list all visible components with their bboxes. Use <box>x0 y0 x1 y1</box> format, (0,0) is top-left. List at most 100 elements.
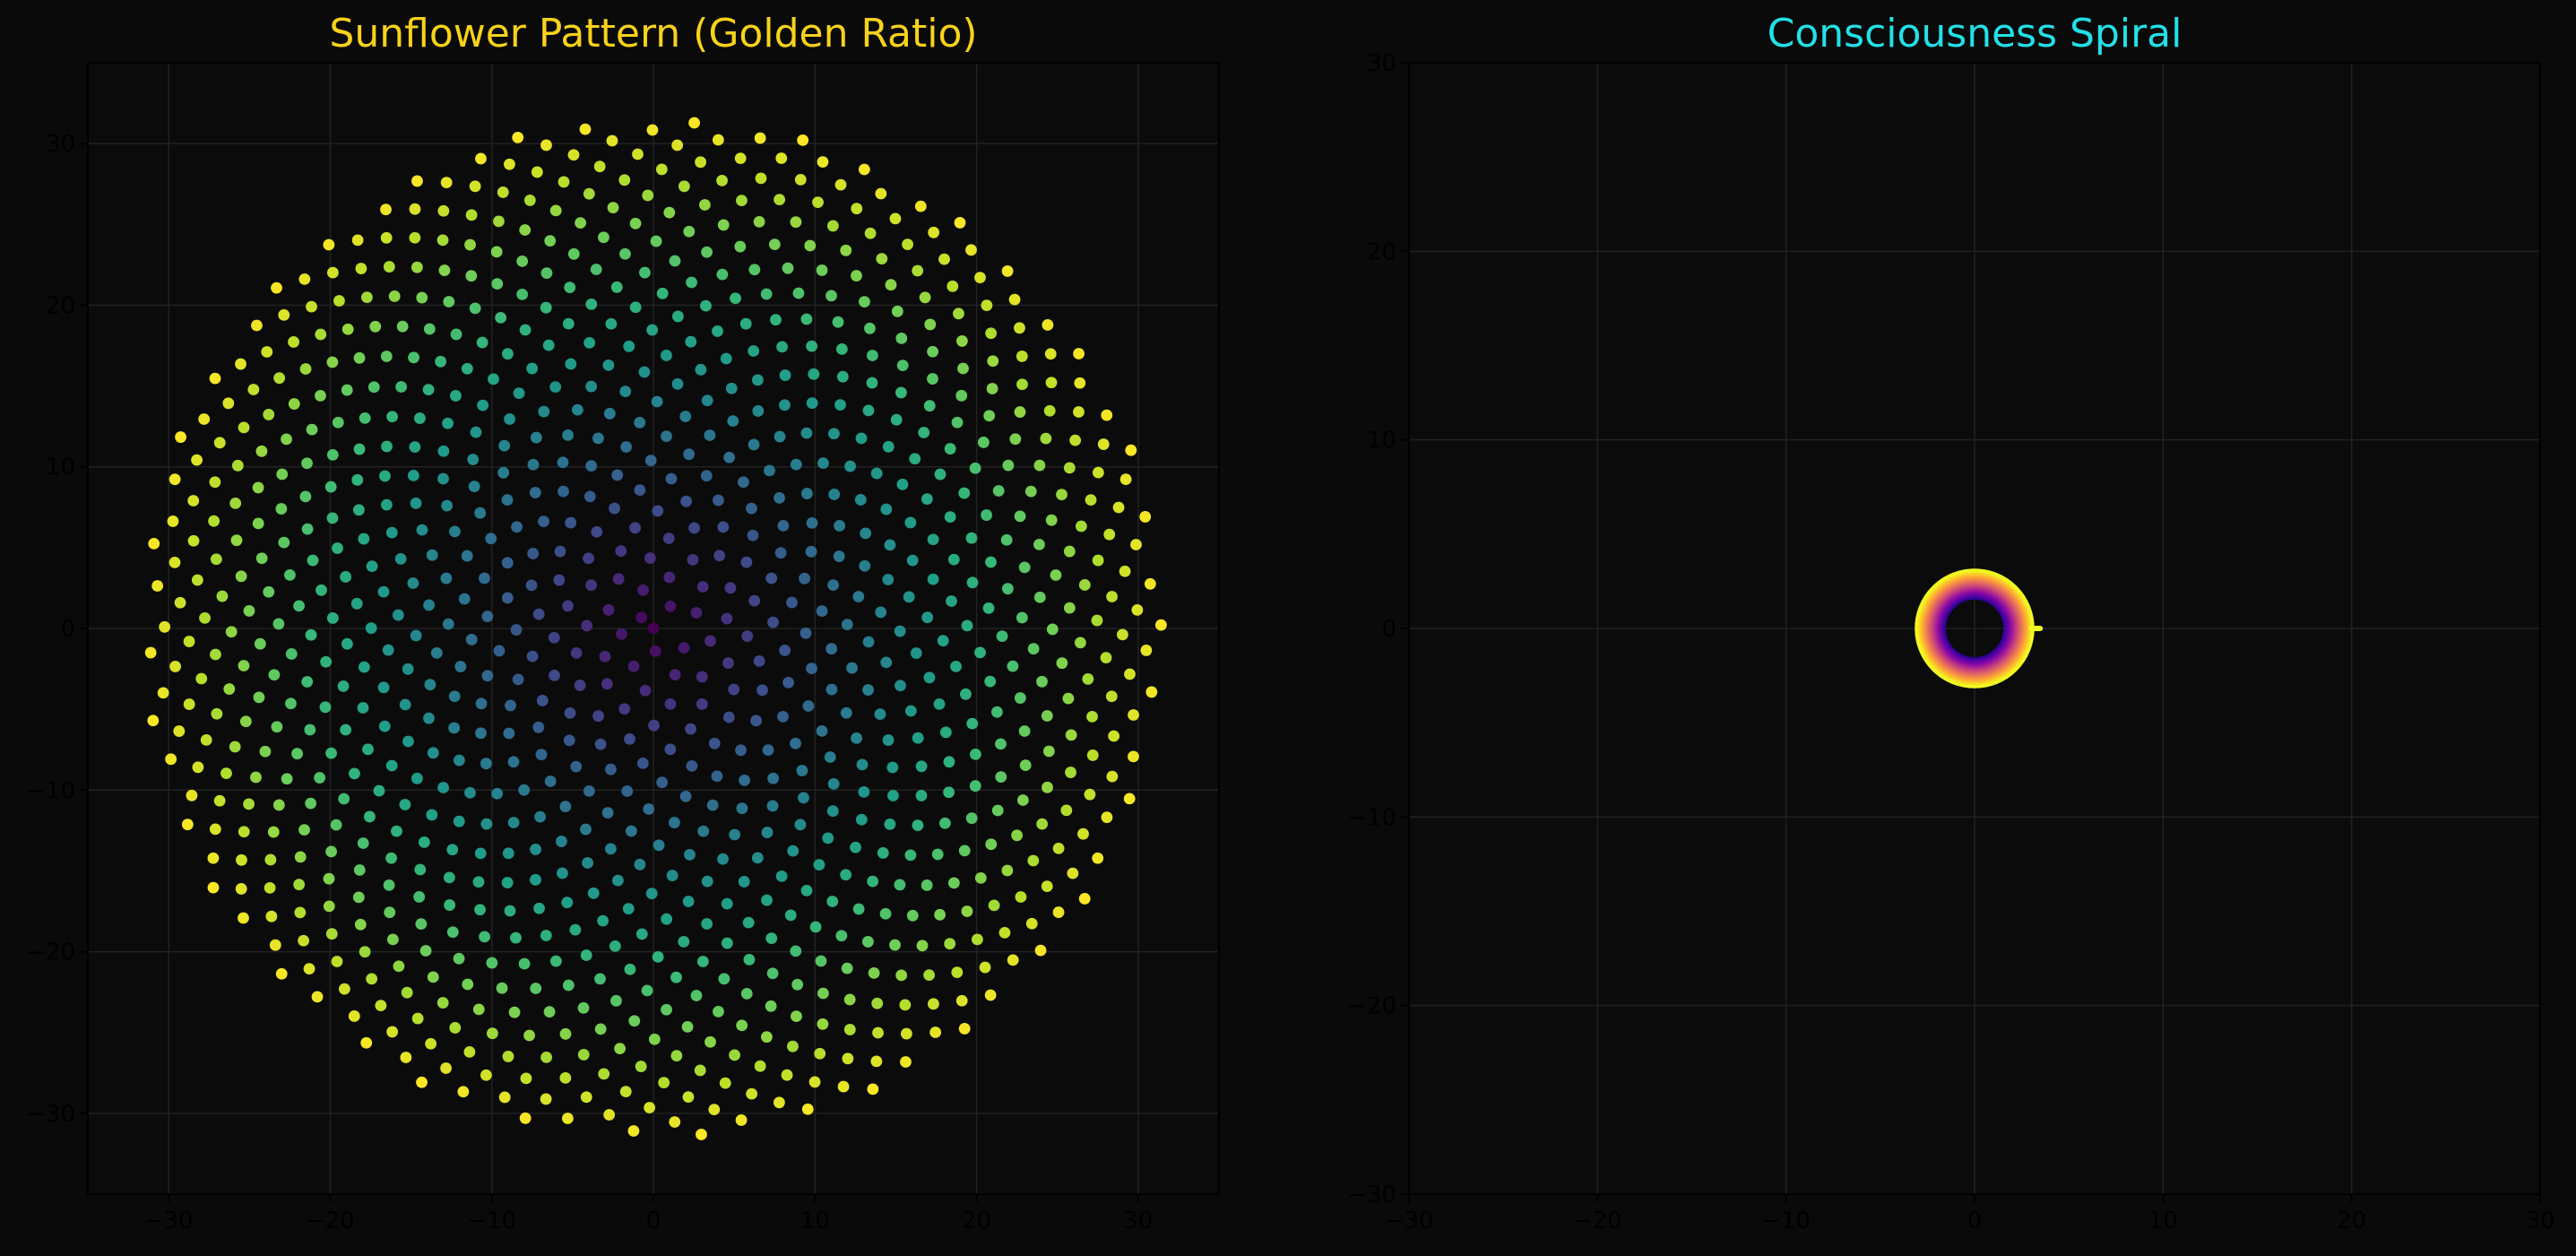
sunflower-point <box>341 637 353 650</box>
sunflower-point <box>395 381 408 393</box>
sunflower-point <box>491 787 504 800</box>
sunflower-point <box>728 683 740 696</box>
sunflower-point <box>298 934 310 947</box>
sunflower-point <box>558 485 569 498</box>
sunflower-point <box>507 756 520 768</box>
sunflower-point <box>1074 637 1086 649</box>
sunflower-point <box>271 721 283 733</box>
sunflower-point <box>437 204 450 217</box>
sunflower-point <box>527 548 540 559</box>
sunflower-point <box>353 351 366 364</box>
sunflower-point <box>856 758 869 771</box>
sunflower-point <box>872 1026 884 1039</box>
sunflower-point <box>526 650 539 663</box>
sunflower-point <box>817 457 829 470</box>
sunflower-point <box>1139 511 1152 523</box>
sunflower-point <box>841 962 853 974</box>
sunflower-point <box>735 1114 748 1126</box>
sunflower-point <box>916 940 929 952</box>
sunflower-point <box>736 195 748 207</box>
sunflower-point <box>199 611 211 624</box>
sunflower-point <box>1144 577 1156 590</box>
sunflower-point <box>561 1113 574 1124</box>
sunflower-point <box>904 516 917 529</box>
sunflower-point <box>505 699 516 712</box>
sunflower-point <box>315 390 326 402</box>
sunflower-point <box>866 350 878 361</box>
sunflower-point <box>1044 348 1057 360</box>
sunflower-point <box>724 582 737 594</box>
spiral-xtick-label: −20 <box>1573 1208 1622 1234</box>
sunflower-point <box>974 871 987 884</box>
sunflower-point <box>860 527 872 540</box>
sunflower-point <box>682 896 695 907</box>
sunflower-point <box>475 697 488 710</box>
sunflower-point <box>230 534 243 547</box>
sunflower-point <box>486 957 498 969</box>
sunflower-point <box>549 669 560 681</box>
sunflower-point <box>418 836 430 848</box>
sunflower-point <box>680 495 692 507</box>
sunflower-point <box>408 351 419 364</box>
sunflower-point <box>468 481 480 493</box>
sunflower-point <box>380 204 392 216</box>
sunflower-point <box>148 537 160 550</box>
sunflower-point <box>186 789 198 801</box>
sunflower-point <box>910 647 922 659</box>
sunflower-point <box>894 625 906 637</box>
sunflower-point <box>678 642 690 654</box>
sunflower-point <box>385 759 398 772</box>
sunflower-point <box>480 758 492 770</box>
sunflower-point <box>333 295 345 307</box>
sunflower-point <box>705 1035 716 1048</box>
sunflower-point <box>748 594 761 607</box>
sunflower-point <box>446 926 459 939</box>
sunflower-point <box>1041 710 1053 722</box>
sunflower-point <box>653 839 665 852</box>
sunflower-point <box>603 1109 616 1121</box>
sunflower-point <box>929 1026 942 1038</box>
sunflower-point <box>695 156 706 169</box>
sunflower-point <box>644 455 657 467</box>
sunflower-point <box>1036 818 1049 830</box>
sunflower-point <box>437 472 449 485</box>
sunflower-point <box>348 1010 360 1022</box>
sunflower-point <box>467 454 480 465</box>
sunflower-point <box>501 877 514 888</box>
sunflower-point <box>950 660 962 672</box>
sunflower-point <box>796 765 808 776</box>
sunflower-point <box>564 706 576 719</box>
sunflower-point <box>906 554 919 567</box>
sunflower-point <box>995 738 1007 750</box>
sunflower-point <box>868 967 880 979</box>
sunflower-point <box>391 825 402 837</box>
sunflower-point <box>696 581 709 593</box>
sunflower-point <box>502 348 514 360</box>
sunflower-point <box>299 490 312 503</box>
sunflower-point <box>880 656 893 669</box>
sunflower-point <box>751 374 764 386</box>
sunflower-point <box>661 430 672 443</box>
sunflower-point <box>686 276 697 289</box>
sunflower-point <box>1092 554 1104 567</box>
sunflower-point <box>760 288 773 300</box>
sunflower-point <box>866 377 878 389</box>
sunflower-point <box>834 399 846 411</box>
sunflower-point <box>921 611 934 624</box>
spiral-ring <box>1915 568 2044 689</box>
sunflower-point <box>1009 433 1022 446</box>
sunflower-point <box>637 584 649 596</box>
sunflower-point <box>1043 404 1056 417</box>
sunflower-point <box>974 272 986 284</box>
sunflower-point <box>602 359 615 371</box>
sunflower-point <box>766 800 779 812</box>
sunflower-point <box>461 550 473 562</box>
sunflower-point <box>696 671 708 683</box>
sunflower-point <box>903 591 915 603</box>
sunflower-point <box>236 853 247 866</box>
sunflower-point <box>817 156 829 169</box>
sunflower-point <box>465 270 478 282</box>
sunflower-point <box>921 879 933 891</box>
sunflower-point <box>682 1091 695 1104</box>
sunflower-point <box>678 935 690 948</box>
